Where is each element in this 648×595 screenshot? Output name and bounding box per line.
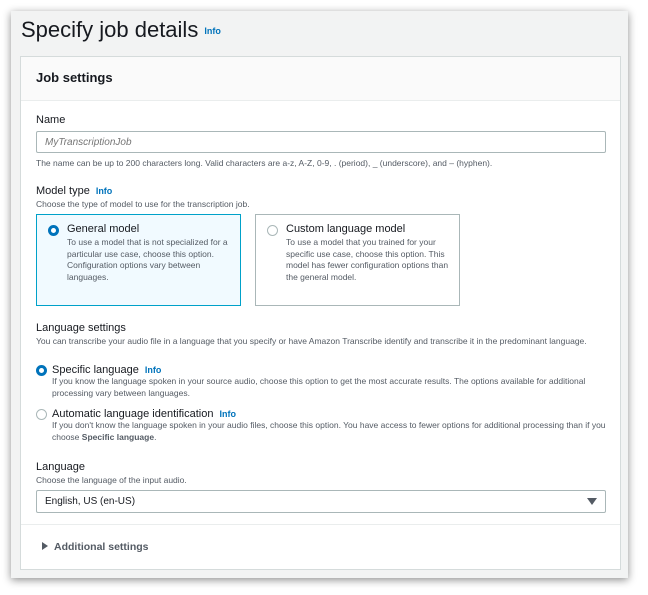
divider [21,524,620,525]
model-type-label: Model type Info [36,185,113,197]
info-link[interactable]: Info [204,26,221,37]
caret-right-icon [42,542,48,550]
specific-language-option[interactable]: Specific language Info If you know the la… [36,364,606,399]
language-select[interactable]: English, US (en-US) [36,490,606,513]
language-settings-desc: You can transcribe your audio file in a … [36,336,587,346]
language-label: Language [36,461,85,473]
additional-settings-toggle[interactable]: Additional settings [42,541,149,553]
panel-title: Job settings [21,57,620,101]
specific-language-info-link[interactable]: Info [144,365,162,375]
auto-language-option[interactable]: Automatic language identification Info If… [36,408,606,443]
general-model-tile[interactable]: General model To use a model that is not… [36,214,241,306]
specific-language-radio[interactable] [36,365,47,376]
language-desc: Choose the language of the input audio. [36,475,187,485]
general-model-radio[interactable] [48,225,59,236]
name-hint: The name can be up to 200 characters lon… [36,158,493,168]
auto-language-radio[interactable] [36,409,47,420]
name-label: Name [36,114,66,126]
language-settings-label: Language settings [36,322,126,334]
custom-model-tile[interactable]: Custom language model To use a model tha… [255,214,460,306]
auto-language-info-link[interactable]: Info [219,409,236,419]
model-type-info-link[interactable]: Info [95,186,113,196]
caret-down-icon [587,498,597,505]
name-input[interactable] [36,131,606,153]
window: Specify job details Info Job settings Nam… [11,11,628,578]
custom-model-radio[interactable] [267,225,278,236]
job-settings-panel: Job settings Name The name can be up to … [20,56,621,570]
page-title: Specify job details Info [21,17,221,42]
model-type-desc: Choose the type of model to use for the … [36,199,250,209]
